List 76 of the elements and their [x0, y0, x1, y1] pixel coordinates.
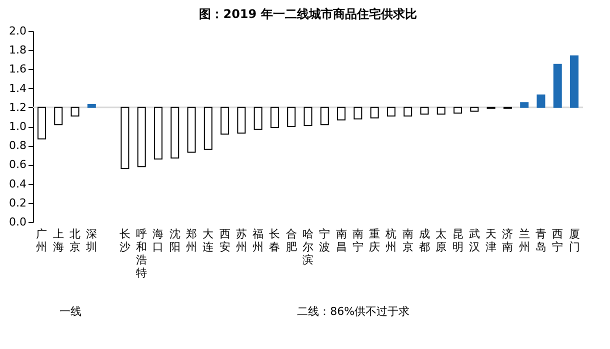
bar	[120, 106, 130, 170]
x-tick-label: 长春	[269, 228, 280, 254]
bar	[87, 104, 96, 108]
bar	[436, 106, 446, 115]
x-tick-label: 广州	[36, 228, 48, 254]
x-tick-label: 济南	[502, 228, 514, 254]
x-tick-label: 太原	[436, 228, 447, 254]
x-tick-label: 哈尔滨	[302, 228, 314, 266]
x-tick-label: 长沙	[119, 228, 130, 254]
x-tick-label: 大连	[202, 228, 214, 254]
y-tick-label: 1.6	[9, 62, 26, 76]
x-tick-label: 重庆	[369, 228, 380, 254]
y-tick-label: 2.0	[9, 24, 26, 38]
x-tick-label: 宁波	[319, 228, 330, 254]
bar	[536, 94, 546, 108]
y-tick-label: 0.4	[9, 177, 26, 190]
x-tick-label: 厦门	[568, 228, 580, 254]
x-tick-label: 南昌	[336, 228, 347, 254]
bar	[287, 106, 296, 127]
y-tick-label: 0.8	[9, 139, 26, 152]
x-tick-label: 苏州	[236, 228, 247, 254]
x-tick-label: 南宁	[352, 228, 364, 254]
x-tick-label: 西安	[219, 228, 230, 254]
x-tick-label: 昆明	[452, 228, 464, 254]
x-tick-label: 上海	[52, 228, 64, 254]
x-tick-label: 南京	[402, 228, 414, 254]
x-tick-label: 武汉	[468, 228, 480, 254]
bar	[270, 106, 279, 128]
bar	[37, 106, 46, 140]
y-tick-label: 1.8	[9, 44, 26, 57]
x-tick-label: 天津	[486, 228, 497, 254]
bar	[386, 106, 396, 116]
y-tick-label: 1.2	[9, 100, 26, 114]
bar	[70, 106, 80, 116]
bar	[370, 106, 379, 118]
bar	[304, 106, 312, 126]
x-tick-label: 沈阳	[169, 228, 180, 254]
text: 一线	[59, 305, 82, 318]
x-tick-label: 北京	[70, 228, 81, 254]
x-tick-label: 杭州	[384, 228, 397, 254]
bar	[420, 106, 429, 115]
y-tick-label: 0.6	[9, 158, 26, 172]
bar	[237, 106, 246, 134]
x-tick-label: 呼和浩特	[136, 228, 148, 280]
bar	[337, 106, 346, 120]
x-tick-label: 深圳	[85, 228, 98, 254]
bar	[204, 106, 212, 150]
bar	[470, 106, 479, 112]
y-tick-label: 1.0	[9, 120, 26, 133]
bar	[137, 106, 146, 168]
x-tick-label: 青岛	[535, 228, 546, 254]
bar	[54, 106, 63, 126]
bar	[354, 106, 362, 120]
bar	[404, 106, 412, 116]
y-tick-label: 0.0	[9, 216, 26, 228]
chart-title: 图：2019 年一二线城市商品住宅供求比	[199, 7, 417, 21]
x-tick-label: 海口	[152, 228, 164, 254]
text: 二线：86%供不过于求	[297, 305, 410, 318]
x-tick-label: 成都	[418, 228, 430, 254]
x-tick-label: 郑州	[186, 228, 198, 254]
bar	[520, 102, 529, 108]
y-tick-label: 0.2	[9, 196, 26, 210]
bar	[220, 106, 230, 135]
bar	[553, 64, 562, 108]
x-tick-label: 西宁	[552, 228, 564, 254]
y-tick-label: 1.4	[9, 82, 26, 95]
bar	[320, 106, 329, 126]
bar	[454, 106, 462, 114]
bar	[254, 106, 262, 130]
x-tick-label: 合肥	[286, 228, 297, 254]
x-tick-label: 兰州	[518, 228, 530, 254]
bar	[187, 106, 196, 153]
bar	[154, 106, 162, 160]
bar	[170, 106, 180, 159]
x-tick-label: 福州	[252, 228, 264, 254]
bar	[570, 55, 579, 108]
